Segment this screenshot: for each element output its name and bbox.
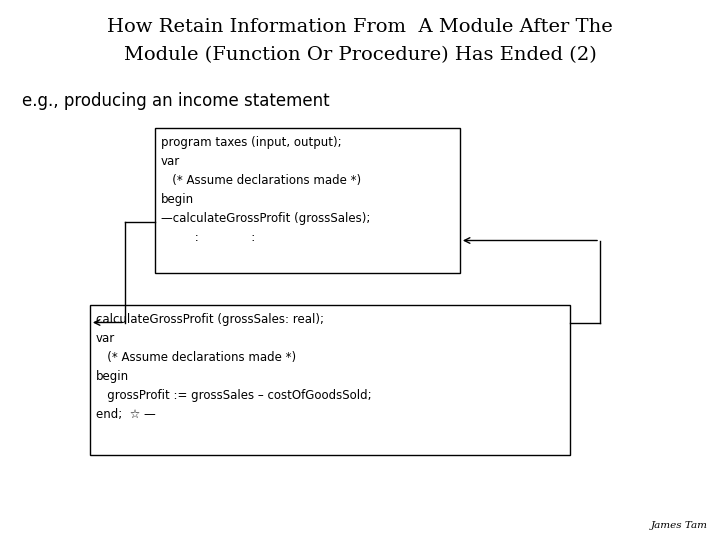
Text: var: var [161,155,180,168]
Text: James Tam: James Tam [651,521,708,530]
Text: e.g., producing an income statement: e.g., producing an income statement [22,92,330,110]
Text: program taxes (input, output);: program taxes (input, output); [161,136,341,149]
Text: begin: begin [161,193,194,206]
Bar [90,305,570,455]
Text: begin: begin [96,370,129,383]
Text: var: var [96,332,115,345]
Text: (* Assume declarations made *): (* Assume declarations made *) [161,174,361,187]
Text: Module (Function Or Procedure) Has Ended (2): Module (Function Or Procedure) Has Ended… [124,46,596,64]
Text: end;  ☆ —: end; ☆ — [96,408,156,421]
Text: How Retain Information From  A Module After The: How Retain Information From A Module Aft… [107,18,613,36]
Text: :              :: : : [161,231,256,244]
Text: grossProfit := grossSales – costOfGoodsSold;: grossProfit := grossSales – costOfGoodsS… [96,389,372,402]
Text: calculateGrossProfit (grossSales: real);: calculateGrossProfit (grossSales: real); [96,313,324,326]
Text: —calculateGrossProfit (grossSales);: —calculateGrossProfit (grossSales); [161,212,370,225]
Text: (* Assume declarations made *): (* Assume declarations made *) [96,351,296,364]
Bar [155,128,460,273]
